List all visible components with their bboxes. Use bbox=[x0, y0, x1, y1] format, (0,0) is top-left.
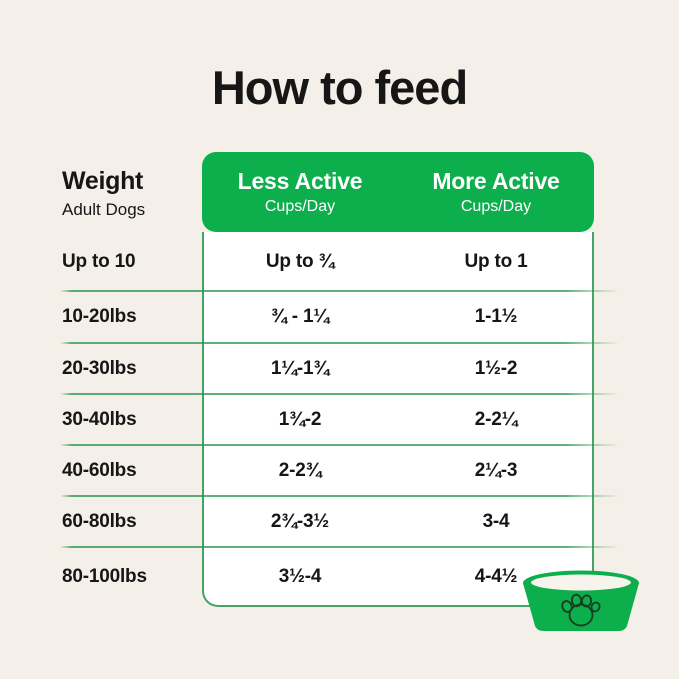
table-row: 10-20lbs ¾ - 1¼ 1-1½ bbox=[0, 291, 679, 343]
more-active-cell: 2¼-3 bbox=[474, 459, 518, 481]
less-active-cups-per-day-label: Cups/Day bbox=[264, 198, 336, 215]
weight-cell: 40-60lbs bbox=[62, 459, 137, 481]
page-title: How to feed bbox=[211, 61, 468, 114]
row-separator-line bbox=[60, 290, 620, 292]
more-active-cell: 1-1½ bbox=[474, 306, 518, 327]
less-active-cell: Up to ¾ bbox=[265, 250, 335, 272]
table-row: 30-40lbs 1¾-2 2-2¼ bbox=[0, 394, 679, 445]
row-separator-line bbox=[60, 444, 620, 446]
more-active-cell: 4-4½ bbox=[474, 566, 518, 587]
less-active-cell: ¾ - 1¼ bbox=[271, 306, 329, 327]
table-row: 80-100lbs 3½-4 4-4½ bbox=[0, 547, 679, 607]
weight-cell: 10-20lbs bbox=[62, 306, 137, 327]
less-active-cell: 1¾-2 bbox=[278, 408, 322, 430]
paw-print-icon bbox=[561, 593, 601, 627]
row-separator-line bbox=[60, 495, 620, 497]
more-active-cell: 2-2¼ bbox=[474, 408, 518, 430]
less-active-label: Less Active bbox=[237, 168, 363, 194]
dog-bowl-icon bbox=[523, 570, 639, 631]
more-active-cups-per-day-label: Cups/Day bbox=[460, 198, 532, 215]
more-active-cell: 1½-2 bbox=[474, 357, 518, 379]
weight-cell: 80-100lbs bbox=[62, 566, 147, 587]
less-active-cell: 3½-4 bbox=[278, 566, 322, 587]
less-active-cell: 1¼-1¾ bbox=[270, 357, 330, 379]
more-active-cell: Up to 1 bbox=[464, 250, 528, 272]
table-row: 60-80lbs 2¾-3½ 3-4 bbox=[0, 496, 679, 547]
more-active-label: More Active bbox=[432, 168, 560, 194]
activity-columns-header: Less Active Cups/Day More Active Cups/Da… bbox=[202, 152, 594, 232]
table-row: Up to 10 Up to ¾ Up to 1 bbox=[0, 232, 679, 291]
weight-cell: 30-40lbs bbox=[62, 408, 137, 430]
table-row: 20-30lbs 1¼-1¾ 1½-2 bbox=[0, 343, 679, 394]
table-row: 40-60lbs 2-2¾ 2¼-3 bbox=[0, 445, 679, 496]
adult-dogs-label: Adult Dogs bbox=[62, 200, 146, 219]
row-separator-line bbox=[60, 546, 620, 548]
row-separator-line bbox=[60, 393, 620, 395]
weight-cell: 20-30lbs bbox=[62, 357, 137, 379]
weight-cell: 60-80lbs bbox=[62, 510, 137, 532]
more-active-column-header: More Active Cups/Day bbox=[398, 152, 594, 232]
less-active-cell: 2¾-3½ bbox=[270, 510, 330, 532]
more-active-cell: 3-4 bbox=[482, 510, 510, 532]
feeding-table-body bbox=[202, 232, 594, 607]
row-separator-line bbox=[60, 342, 620, 344]
weight-cell: Up to 10 bbox=[62, 250, 136, 272]
feeding-table-rows: Up to 10 Up to ¾ Up to 1 10-20lbs ¾ - 1¼… bbox=[0, 232, 679, 607]
less-active-cell: 2-2¾ bbox=[278, 459, 322, 481]
less-active-column-header: Less Active Cups/Day bbox=[202, 152, 398, 232]
weight-label: Weight bbox=[62, 167, 144, 195]
weight-column-header: Weight Adult Dogs bbox=[62, 167, 145, 220]
